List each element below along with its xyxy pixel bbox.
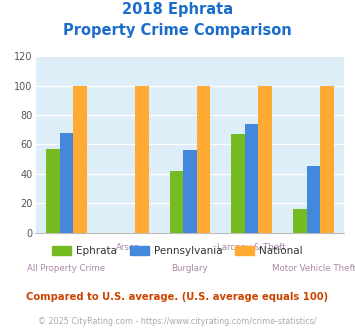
Bar — [46, 149, 60, 233]
Text: All Property Crime: All Property Crime — [27, 264, 105, 273]
Bar — [135, 85, 148, 233]
Text: Compared to U.S. average. (U.S. average equals 100): Compared to U.S. average. (U.S. average … — [26, 292, 329, 302]
Bar — [197, 85, 210, 233]
Bar — [307, 166, 320, 233]
Bar — [170, 171, 183, 233]
Legend: Ephrata, Pennsylvania, National: Ephrata, Pennsylvania, National — [48, 242, 307, 260]
Text: Arson: Arson — [116, 243, 141, 251]
Text: © 2025 CityRating.com - https://www.cityrating.com/crime-statistics/: © 2025 CityRating.com - https://www.city… — [38, 317, 317, 326]
Bar — [73, 85, 87, 233]
Bar — [258, 85, 272, 233]
Text: 2018 Ephrata: 2018 Ephrata — [122, 2, 233, 16]
Bar — [245, 124, 258, 233]
Bar — [320, 85, 334, 233]
Bar — [183, 150, 197, 233]
Text: Property Crime Comparison: Property Crime Comparison — [63, 23, 292, 38]
Bar — [60, 133, 73, 233]
Text: Larceny & Theft: Larceny & Theft — [217, 243, 286, 251]
Bar — [231, 134, 245, 233]
Text: Motor Vehicle Theft: Motor Vehicle Theft — [272, 264, 355, 273]
Bar — [293, 209, 307, 233]
Text: Burglary: Burglary — [171, 264, 208, 273]
